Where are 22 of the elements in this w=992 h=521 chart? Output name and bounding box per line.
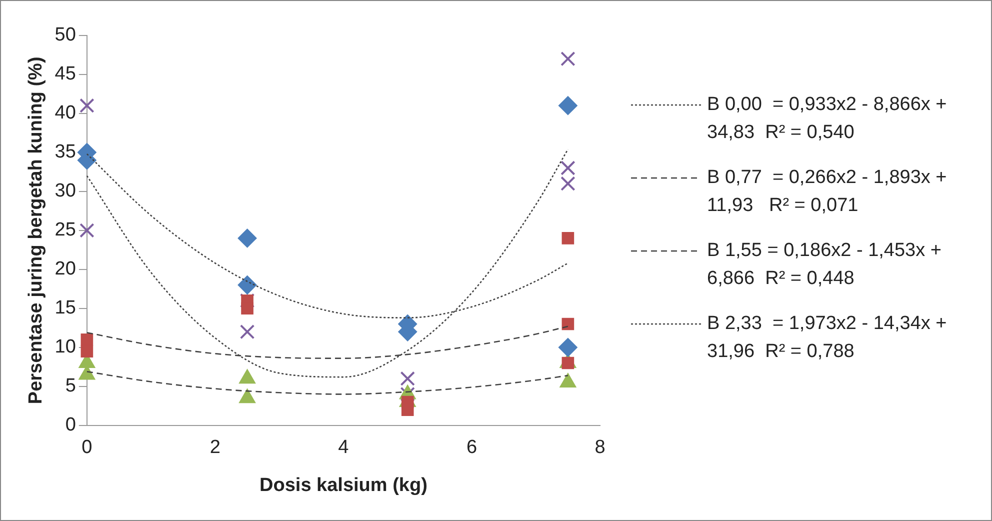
legend-label: B 0,77 = 0,266x2 - 1,893x + 11,93 R² = 0,071 bbox=[707, 166, 948, 218]
y-tick-label: 10 bbox=[54, 336, 76, 358]
x-tick-label: 8 bbox=[594, 437, 606, 458]
y-tick-label: 5 bbox=[65, 376, 76, 397]
y-tick-label: 0 bbox=[65, 414, 76, 436]
y-tick-label: 30 bbox=[54, 180, 76, 202]
y-tick-label: 20 bbox=[54, 258, 76, 280]
y-tick-label: 50 bbox=[54, 24, 76, 46]
y-tick-label: 25 bbox=[54, 220, 76, 241]
legend-label: B 0,00 = 0,933x2 - 8,866x + 34,83 R² = 0,540 bbox=[707, 93, 948, 145]
legend-label: B 2,33 = 1,973x2 - 14,34x + 31,96 R² = 0,788 bbox=[707, 312, 948, 364]
y-tick-label: 40 bbox=[54, 102, 76, 124]
y-tick-label: 35 bbox=[54, 142, 76, 163]
y-tick-label: 15 bbox=[54, 298, 76, 319]
x-tick-label: 0 bbox=[82, 437, 92, 458]
y-tick-label: 45 bbox=[54, 64, 76, 85]
y-axis-title: Persentase juring bergetah kuning (%) bbox=[26, 56, 47, 404]
x-tick-label: 4 bbox=[338, 437, 350, 458]
x-tick-label: 2 bbox=[210, 437, 220, 458]
x-tick-label: 6 bbox=[466, 437, 478, 458]
legend-label: B 1,55 = 0,186x2 - 1,453x + 6,866 R² = 0,448 bbox=[707, 239, 943, 291]
x-axis-title: Dosis kalsium (kg) bbox=[260, 474, 428, 496]
